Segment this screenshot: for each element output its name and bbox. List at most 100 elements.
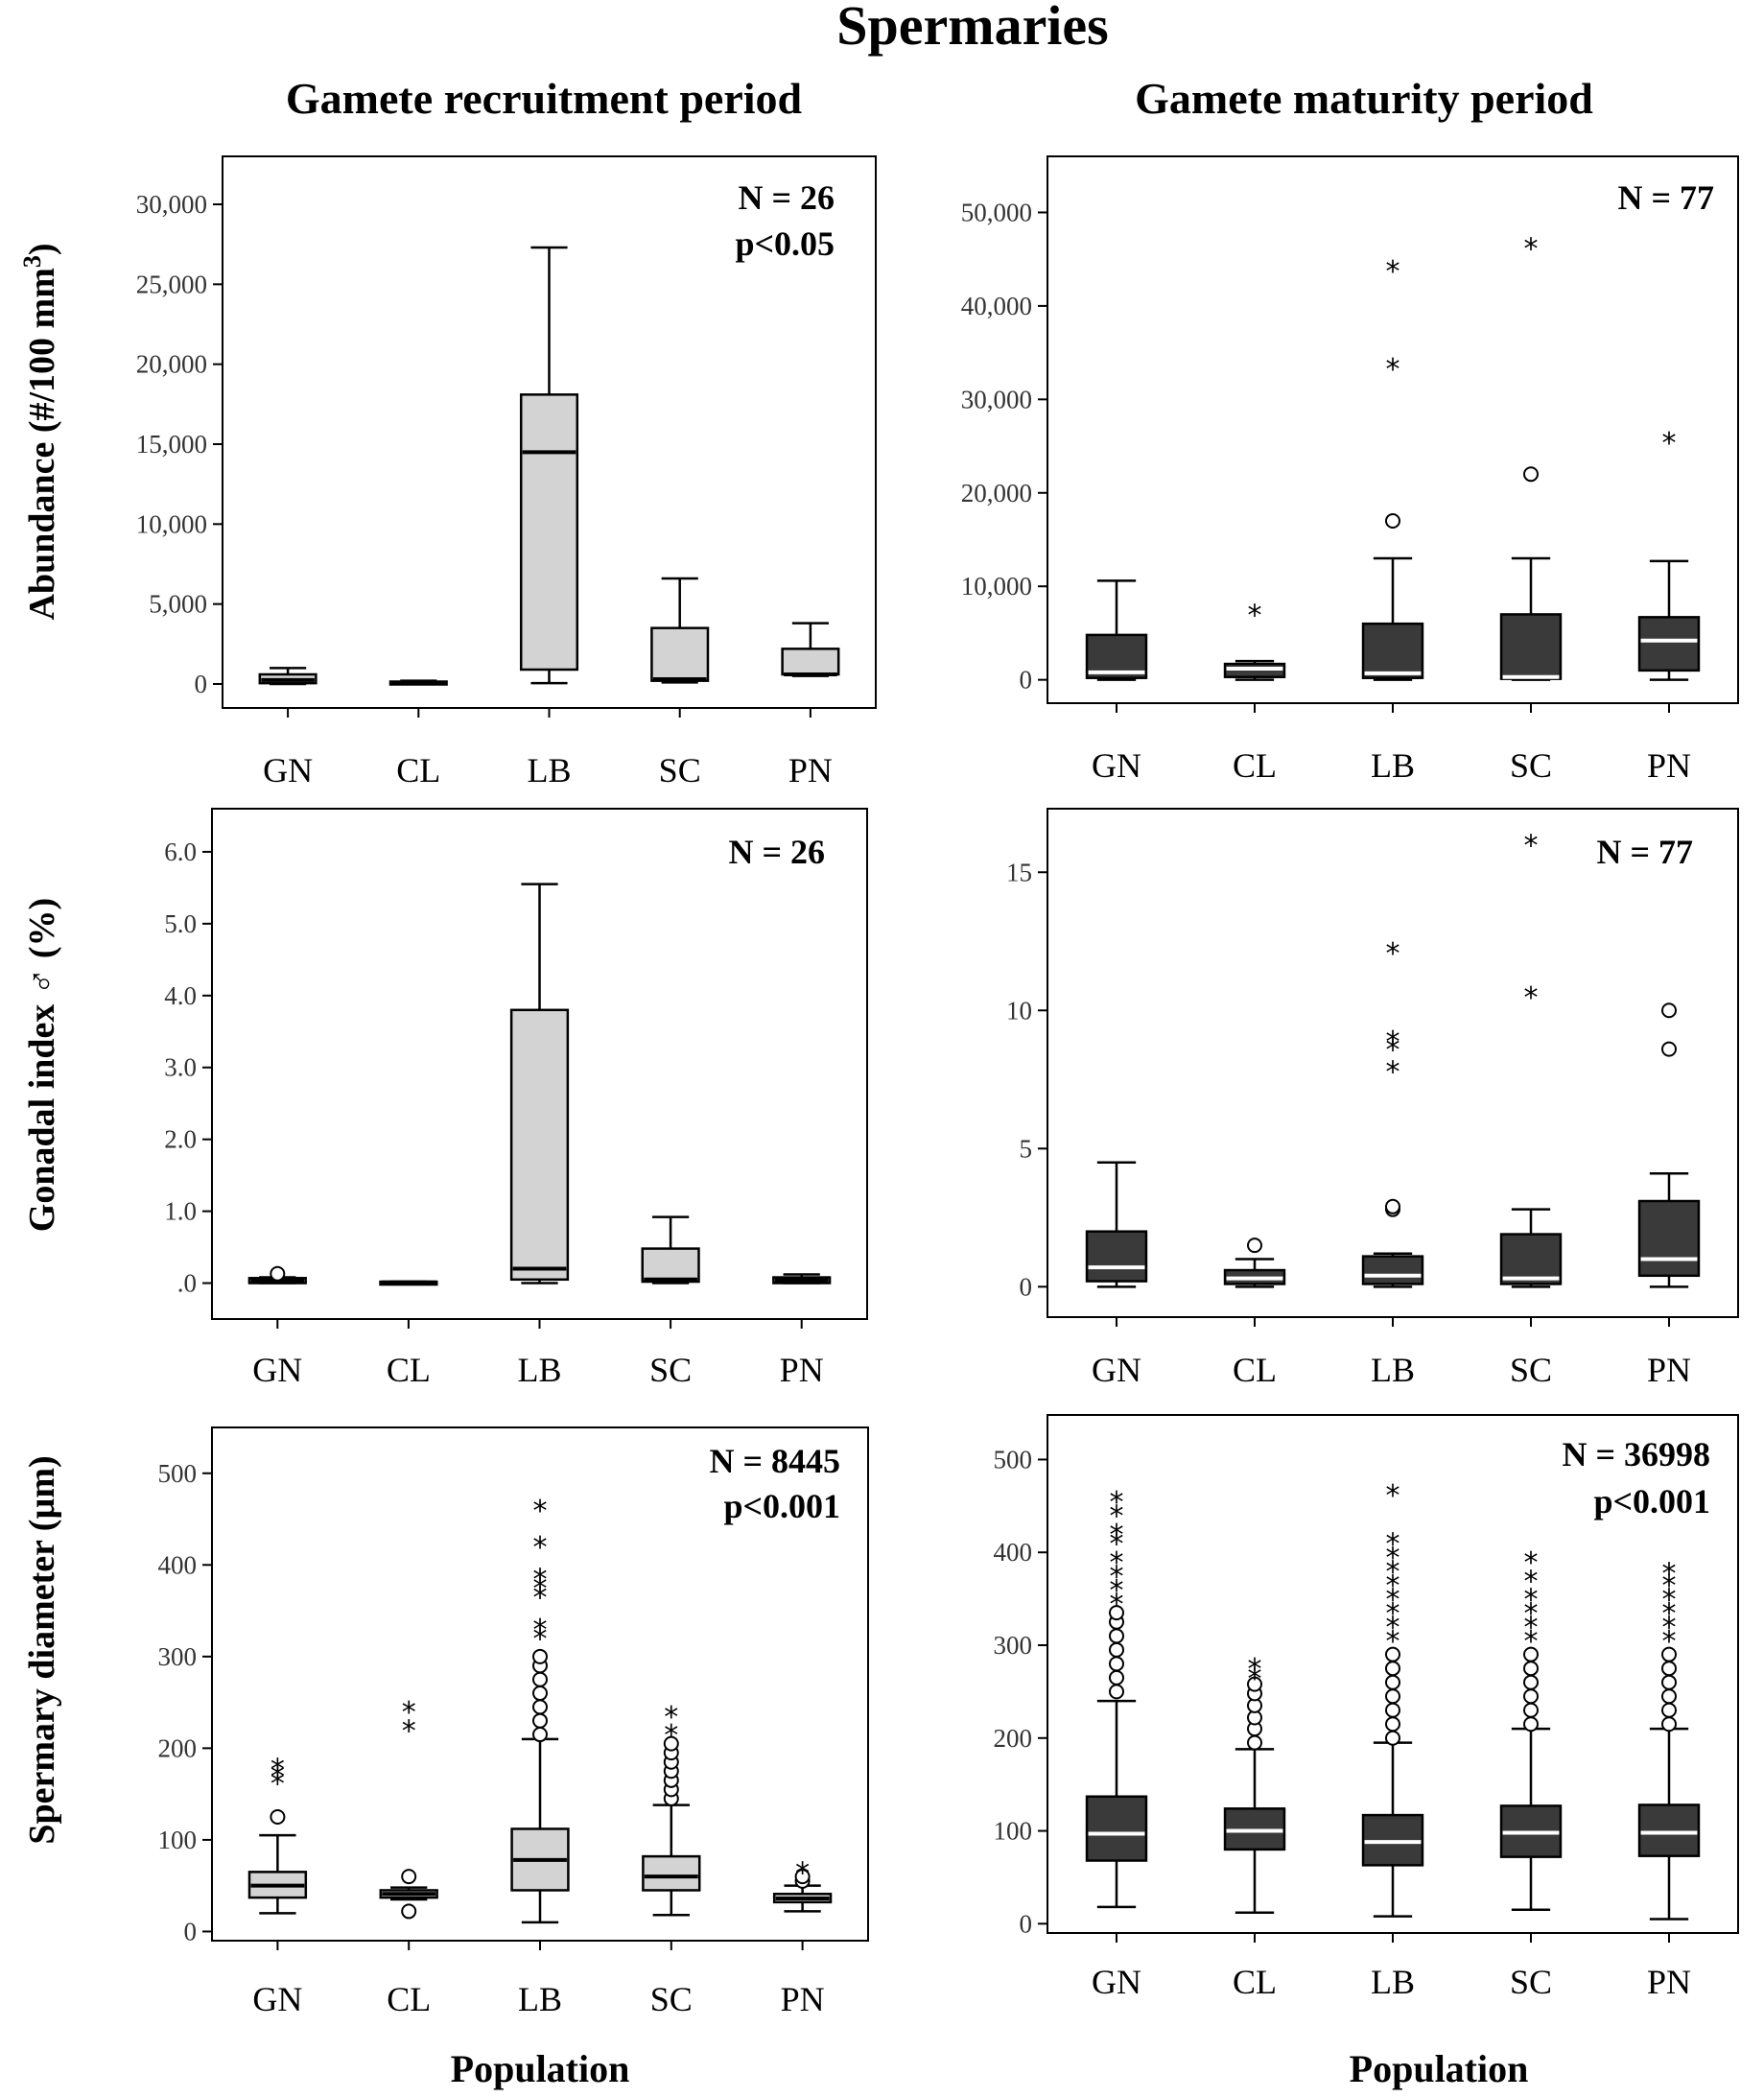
extreme-point: * — [1386, 937, 1400, 971]
y-tick-label: 20,000 — [136, 350, 207, 379]
box-gn — [258, 667, 318, 686]
category-label-gn: GN — [1092, 1351, 1141, 1389]
iqr-box — [1361, 622, 1424, 679]
extreme-point: * — [1386, 1597, 1400, 1631]
box-cl — [388, 679, 448, 686]
y-tick-label: 5,000 — [149, 590, 207, 619]
y-tick-label: 0 — [195, 670, 208, 698]
y-tick-label: 100 — [158, 1826, 198, 1854]
outlier-point — [1661, 1002, 1677, 1019]
outlier-point — [1661, 1716, 1677, 1733]
box-gn — [1085, 1161, 1148, 1288]
y-tick-label: 0 — [184, 1917, 198, 1945]
outlier-point — [1661, 1702, 1677, 1718]
outlier-point — [1523, 1661, 1539, 1677]
y-tick-label: 200 — [158, 1733, 198, 1762]
iqr-box — [1499, 1233, 1563, 1285]
outlier-point — [1661, 1688, 1677, 1705]
box-pn: * — [1637, 427, 1701, 681]
outlier-point — [1385, 513, 1400, 529]
category-label-sc: SC — [650, 1980, 693, 2018]
extreme-point: * — [1662, 1597, 1677, 1631]
extreme-point: * — [795, 1856, 810, 1890]
annotation-0: N = 26 — [738, 178, 835, 217]
extreme-point: * — [1110, 1528, 1124, 1562]
chart-gonadal-recruitment: .0 1.0 2.0 3.0 4.0 5.0 6.0 GN CL LB SC PN N = 26 Gona… — [22, 808, 868, 1389]
extreme-point: * — [402, 1696, 416, 1730]
y-tick-label: 100 — [994, 1817, 1033, 1846]
box-sc: ****** — [1499, 1546, 1563, 1912]
y-tick-label: 300 — [158, 1642, 198, 1671]
outlier-point — [1109, 1641, 1124, 1658]
outlier-point — [270, 1265, 286, 1282]
iqr-box — [641, 1247, 700, 1284]
box-cl: ** — [379, 1696, 438, 1920]
annotation-1: p<0.001 — [723, 1487, 840, 1525]
extreme-point: * — [1386, 1612, 1400, 1645]
box-pn: * — [772, 1856, 833, 1913]
iqr-box — [1361, 1255, 1424, 1285]
outlier-point — [1109, 1684, 1124, 1700]
extreme-point: * — [1524, 1612, 1539, 1645]
figure-title: Spermaries — [836, 0, 1109, 57]
y-tick-label: 5.0 — [164, 909, 197, 938]
category-label-gn: GN — [1092, 746, 1141, 785]
box-pn — [781, 622, 840, 677]
extreme-point: * — [1524, 1546, 1539, 1580]
outlier-point — [1661, 1646, 1677, 1662]
outlier-point — [401, 1869, 417, 1885]
extreme-point: * — [533, 1623, 548, 1657]
box-gn — [247, 1265, 307, 1285]
box-sc — [650, 577, 710, 684]
extreme-point: * — [270, 1753, 285, 1786]
category-label-lb: LB — [518, 1980, 562, 2018]
outlier-point — [1385, 1198, 1400, 1214]
box-pn — [772, 1273, 832, 1285]
category-label-cl: CL — [387, 1980, 431, 2018]
chart-abundance-maturity: 0 10,000 20,000 30,000 40,000 50,000 GN CL LB SC P… — [961, 155, 1739, 785]
outlier-point — [532, 1671, 548, 1687]
y-tick-label: 400 — [158, 1550, 198, 1579]
y-axis-label: Abundance (#/100 mm3) — [18, 243, 62, 620]
y-tick-label: 10,000 — [136, 509, 207, 538]
outlier-point — [532, 1685, 548, 1702]
box-pn: ****** — [1637, 1558, 1701, 1921]
category-label-gn: GN — [252, 1980, 302, 2018]
outlier-point — [270, 1809, 286, 1826]
extreme-point: * — [533, 1495, 548, 1528]
annotation-0: N = 36998 — [1562, 1435, 1710, 1473]
box-lb — [509, 883, 570, 1285]
y-axis-label-text: Gonadal index ♂ (%) — [22, 898, 62, 1232]
extreme-point: * — [1386, 1625, 1400, 1659]
extreme-point: * — [1524, 232, 1539, 266]
extreme-point: * — [1524, 1565, 1539, 1598]
y-axis-label-close: ) — [22, 243, 62, 255]
extreme-point: * — [1662, 427, 1677, 460]
box-lb: ********* — [1361, 1479, 1424, 1918]
box-cl: * — [1223, 599, 1286, 681]
y-axis-label-superscript: 3 — [18, 255, 46, 268]
box-lb: ******* — [510, 1495, 570, 1924]
annotation-0: N = 77 — [1617, 178, 1714, 217]
y-axis-label: Gonadal index ♂ (%) — [22, 898, 62, 1232]
extreme-point: * — [1386, 1056, 1400, 1090]
column-title-recruitment: Gamete recruitment period — [286, 74, 803, 123]
box-lb: ** — [1361, 255, 1424, 681]
outlier-point — [1523, 1646, 1539, 1662]
y-tick-label: 400 — [994, 1538, 1033, 1567]
category-label-cl: CL — [1233, 746, 1277, 785]
outlier-point — [1385, 1646, 1400, 1662]
outlier-point — [1109, 1669, 1124, 1685]
y-tick-label: 30,000 — [136, 190, 207, 219]
y-tick-label: 500 — [994, 1445, 1033, 1473]
annotation-0: N = 77 — [1596, 833, 1693, 871]
extreme-point: * — [664, 1701, 678, 1734]
category-label-sc: SC — [1510, 1351, 1552, 1389]
category-label-lb: LB — [1371, 1963, 1415, 2001]
iqr-box — [1499, 613, 1563, 680]
category-label-lb: LB — [1371, 1351, 1415, 1389]
extreme-point: * — [1110, 1574, 1124, 1608]
iqr-box — [781, 648, 840, 676]
extreme-point: * — [1524, 1625, 1539, 1659]
